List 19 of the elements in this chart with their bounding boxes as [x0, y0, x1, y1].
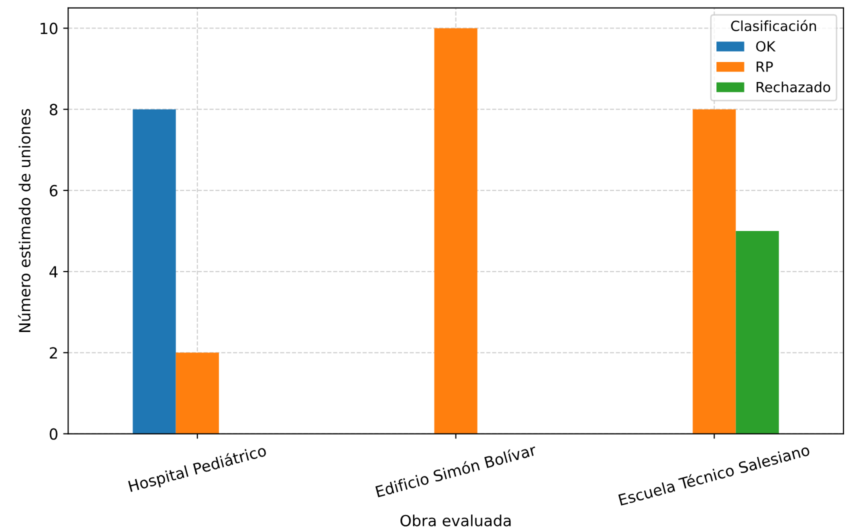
- x-tick-label: Edificio Simón Bolívar: [375, 442, 538, 498]
- bar: [132, 109, 176, 434]
- y-tick-label: 0: [50, 428, 58, 440]
- legend-label: OK: [756, 41, 776, 52]
- bar: [176, 352, 219, 434]
- bar: [692, 109, 736, 434]
- x-axis-title: Obra evaluada: [400, 514, 511, 526]
- y-tick-label: 4: [49, 266, 58, 278]
- legend-title: Clasificación: [731, 20, 816, 32]
- bar: [736, 230, 779, 434]
- y-tick-label: 6: [50, 184, 58, 196]
- y-tick-label: 2: [50, 347, 57, 358]
- y-tick-label: 10: [40, 22, 58, 34]
- y-axis-title: Número estimado de uniones: [18, 108, 30, 332]
- bar: [434, 28, 478, 434]
- legend-label: Rechazado: [756, 82, 830, 92]
- x-tick-label: Escuela Técnico Salesiano: [618, 443, 810, 506]
- y-tick-label: 8: [50, 104, 58, 116]
- legend-label: RP: [756, 62, 773, 72]
